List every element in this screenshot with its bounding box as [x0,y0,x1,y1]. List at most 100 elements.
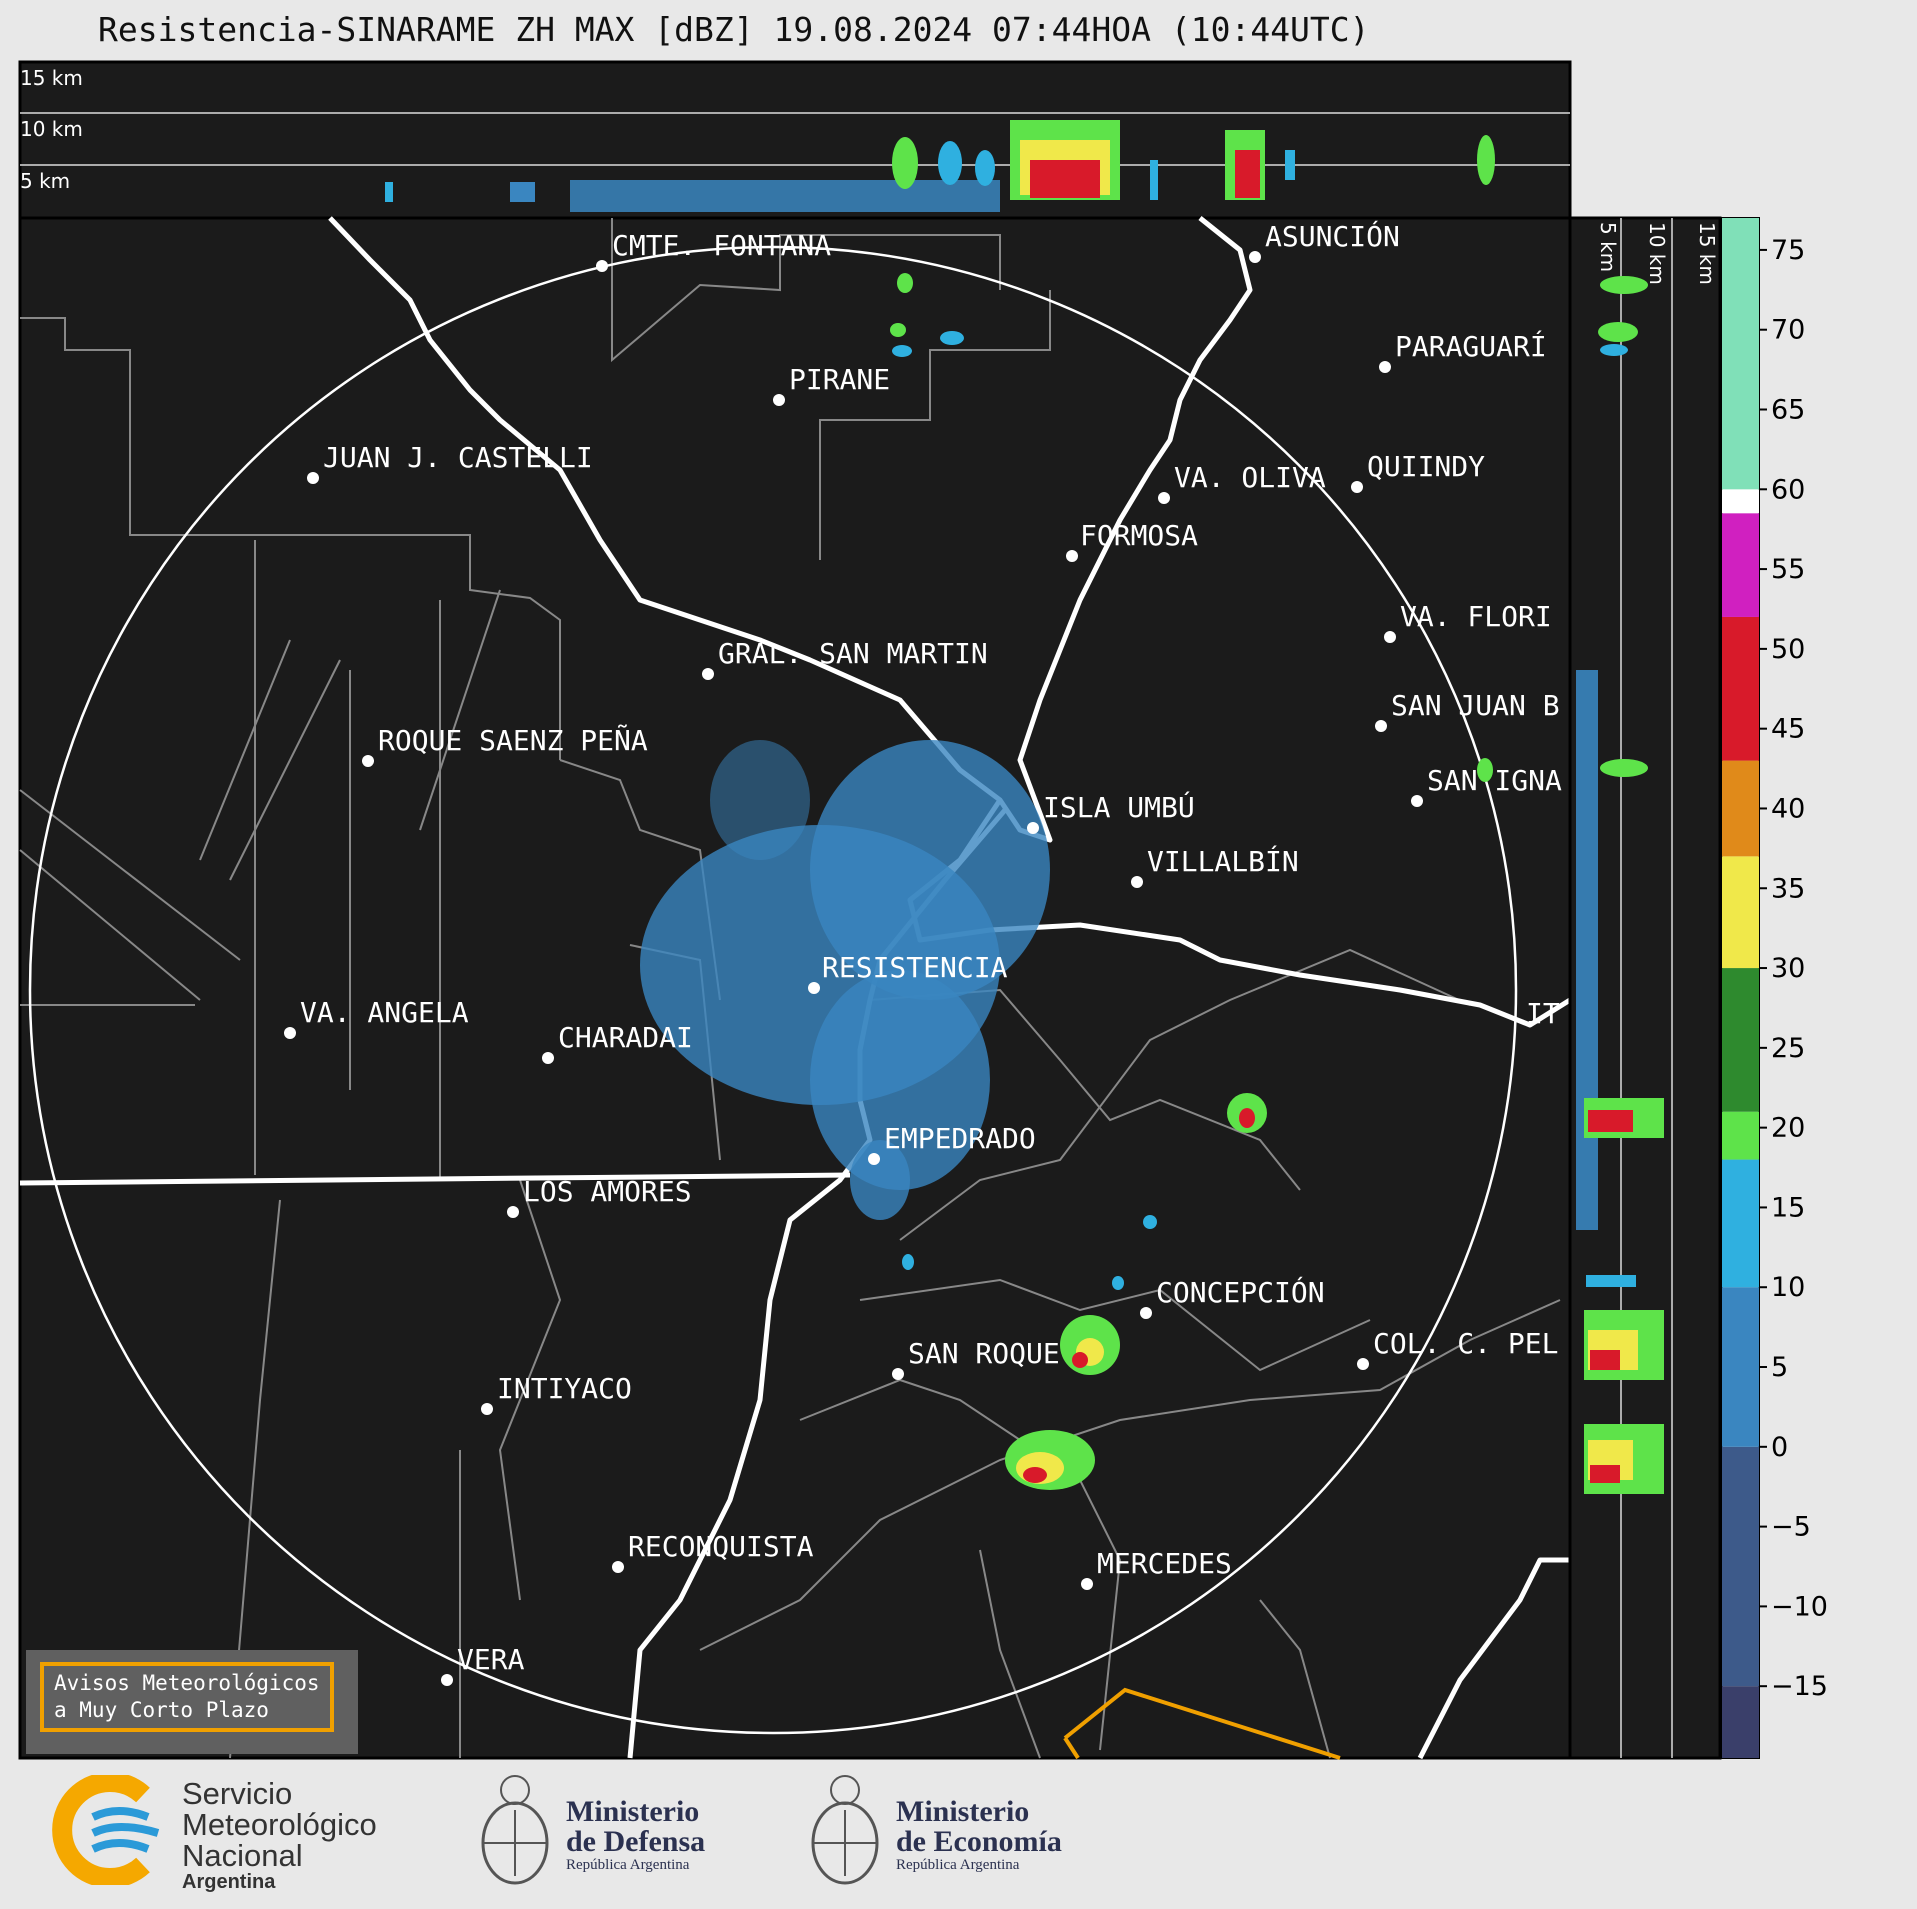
colorbar-segment [1722,1686,1759,1758]
side-echo-band [1576,670,1598,1230]
top-echo-cell [938,141,962,185]
defensa-text: Ministerio de Defensa República Argentin… [566,1797,705,1874]
warning-line-2: a Muy Corto Plazo [54,1698,269,1722]
top-echo-band [570,180,1000,212]
top-height-label-10: 10 km [20,117,83,141]
city-label: SAN JUAN B [1391,689,1560,722]
colorbar-segment [1722,616,1759,761]
colorbar-segment [1722,513,1759,617]
colorbar-tick-label: 10 [1771,1272,1805,1303]
coat-of-arms-economia-icon [800,1768,890,1898]
top-echo-cell [1285,150,1295,180]
economia-line-1: Ministerio [896,1795,1030,1828]
colorbar-tick-label: 25 [1771,1033,1805,1064]
city-label: INTIYACO [497,1372,632,1405]
city-label: ASUNCIÓN [1265,219,1400,253]
city-label: RECONQUISTA [628,1530,814,1563]
top-storm-core-red [1030,160,1100,198]
main-map-panel: CMTE. FONTANA ASUNCIÓN PIRANE PARAGUARÍ … [18,216,1572,1760]
city-label: ISLA UMBÚ [1043,790,1195,824]
side-storm-core-red [1588,1110,1633,1132]
city-label: PARAGUARÍ [1395,329,1547,363]
city-label: LOS AMORES [523,1175,692,1208]
city-label: SAN ROQUE [908,1337,1060,1370]
economia-text: Ministerio de Economía República Argenti… [896,1797,1062,1874]
colorbar-tick-label: 5 [1771,1352,1788,1383]
radar-range-ring [28,245,1518,1735]
defensa-line-3: República Argentina [566,1857,690,1873]
colorbar-segment [1722,218,1759,490]
side-height-label-15: 15 km [1695,222,1719,285]
colorbar-segment [1722,1111,1759,1160]
top-height-label-5: 5 km [20,169,70,193]
city-label: MERCEDES [1097,1547,1232,1580]
top-storm-core-red [1235,150,1260,198]
colorbar-tick-label: −10 [1771,1591,1828,1622]
colorbar-segment [1722,760,1759,857]
colorbar-segment [1722,1287,1759,1447]
city-label: VILLALBÍN [1147,844,1299,878]
colorbar-tick-label: 75 [1771,235,1805,266]
city-label: CONCEPCIÓN [1156,1275,1325,1309]
smn-line-3: Nacional [182,1838,303,1873]
city-label: ROQUE SAENZ PEÑA [378,723,648,757]
side-cross-section-panel: 5 km 10 km 15 km [1568,216,1722,1760]
city-label: VA. FLORI [1400,600,1552,633]
top-echo-cell [892,137,918,189]
city-label: QUIINDY [1367,450,1485,483]
colorbar-tick-label: 0 [1771,1432,1788,1463]
colorbar-tick-label: 65 [1771,395,1805,426]
top-echo-cell [385,182,393,202]
warning-info-box[interactable]: Avisos Meteorológicos a Muy Corto Plazo [26,1650,358,1754]
colorbar-segment [1722,1446,1759,1687]
top-height-label-15: 15 km [20,66,83,90]
smn-line-2: Meteorológico [182,1807,377,1842]
defensa-line-2: de Defensa [566,1825,706,1858]
city-label: SAN IGNA [1427,764,1562,797]
city-markers: CMTE. FONTANA ASUNCIÓN PIRANE PARAGUARÍ … [284,219,1562,1686]
city-label: IT [1526,997,1560,1030]
side-storm-core-red [1590,1465,1620,1483]
coat-of-arms-defensa-icon [470,1768,560,1898]
colorbar-tick-label: 45 [1771,714,1805,745]
warning-line-1: Avisos Meteorológicos [54,1671,320,1695]
city-label: GRAL. SAN MARTIN [718,637,988,670]
colorbar-segment [1722,856,1759,969]
city-label: PIRANE [789,363,890,396]
city-label: COL. C. PEL [1373,1327,1558,1360]
top-echo-cell [510,182,535,202]
precipitation-echoes [640,273,1493,1490]
colorbar-tick-label: 30 [1771,953,1805,984]
colorbar-segment [1722,489,1759,514]
economia-line-3: República Argentina [896,1857,1020,1873]
warning-polygon [1063,1687,1341,1760]
colorbar-tick-label: 40 [1771,793,1805,824]
admin-borders [19,218,1561,1759]
colorbar-tick-label: 20 [1771,1113,1805,1144]
warning-info-label: Avisos Meteorológicos a Muy Corto Plazo [40,1662,334,1732]
colorbar-tick-label: 35 [1771,873,1805,904]
city-label: CMTE. FONTANA [612,229,831,262]
smn-line-1: Servicio [182,1776,293,1811]
colorbar-segment [1722,968,1759,1112]
colorbar-segment [1722,1159,1759,1288]
city-label: VA. ANGELA [300,996,469,1029]
colorbar-tick-label: 55 [1771,554,1805,585]
defensa-line-1: Ministerio [566,1795,700,1828]
city-label: RESISTENCIA [822,951,1008,984]
side-height-label-10: 10 km [1645,222,1669,285]
economia-line-2: de Economía [896,1825,1062,1858]
city-label: EMPEDRADO [884,1122,1036,1155]
city-label: VERA [457,1643,525,1676]
figure-title: Resistencia-SINARAME ZH MAX [dBZ] 19.08.… [98,10,1370,49]
warning-polygon [1063,1736,1080,1760]
top-echo-cell [975,150,995,186]
side-echo-cell [1586,1275,1636,1287]
colorbar-tick-label: 15 [1771,1192,1805,1223]
top-echo-cell [1477,135,1495,185]
city-label: FORMOSA [1080,519,1198,552]
